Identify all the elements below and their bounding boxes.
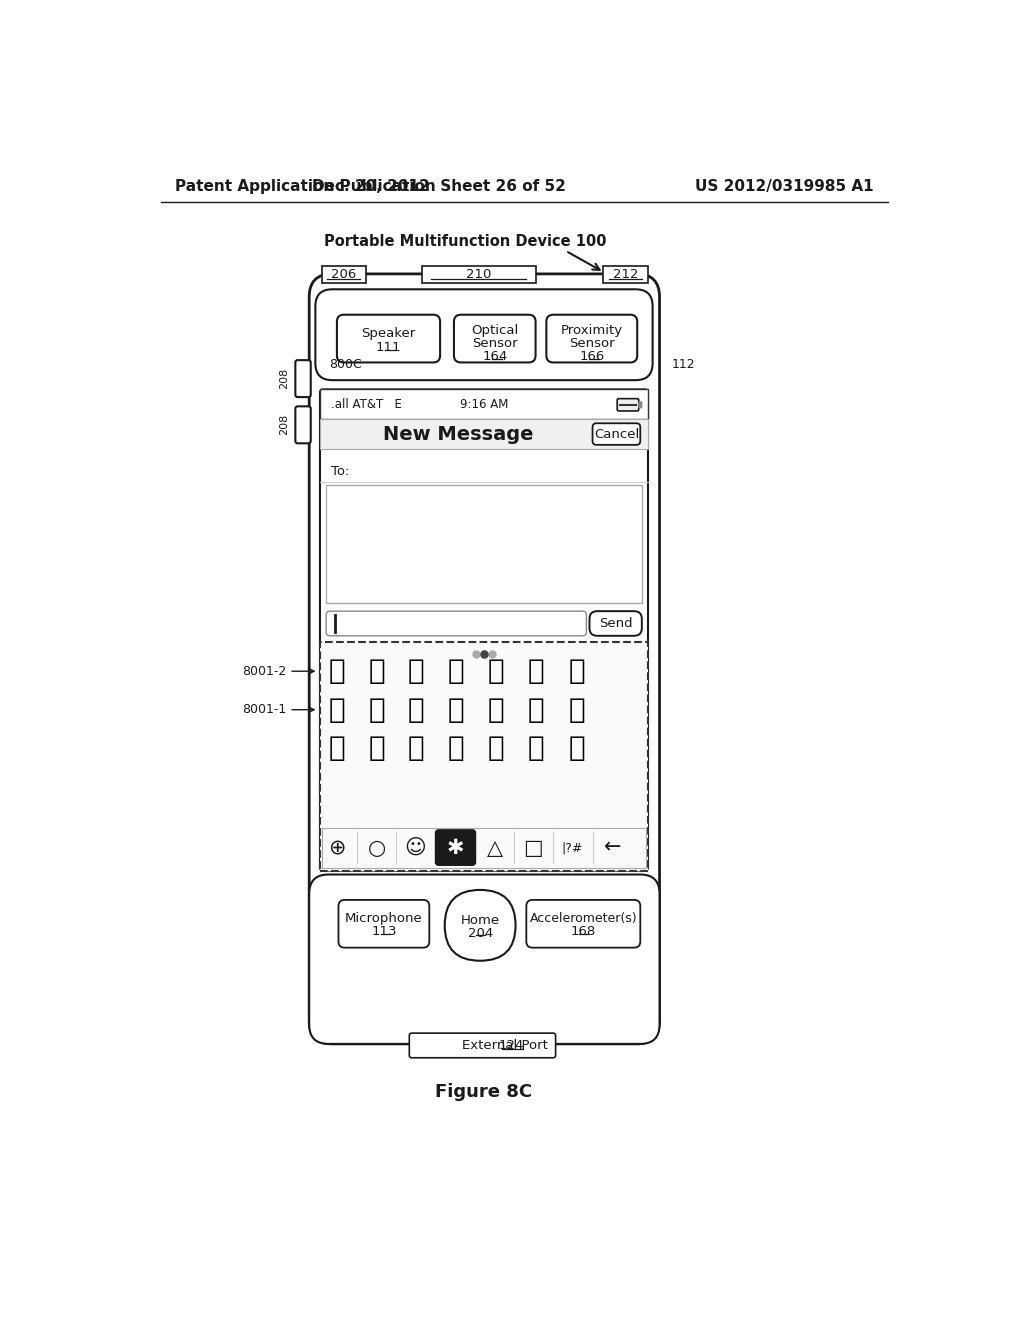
Text: △: △	[486, 838, 503, 858]
Text: 112: 112	[672, 358, 695, 371]
FancyBboxPatch shape	[326, 611, 587, 636]
Bar	[319, 389, 648, 418]
Text: 🐟: 🐟	[408, 734, 424, 762]
FancyBboxPatch shape	[337, 314, 440, 363]
Text: 🐒: 🐒	[329, 696, 345, 723]
Text: ⊕: ⊕	[328, 838, 346, 858]
FancyBboxPatch shape	[435, 830, 475, 866]
Text: □: □	[523, 838, 543, 858]
Text: Proximity: Proximity	[561, 325, 623, 338]
Text: Speaker: Speaker	[361, 327, 416, 341]
FancyBboxPatch shape	[526, 900, 640, 948]
Text: 208: 208	[280, 368, 290, 389]
FancyBboxPatch shape	[454, 314, 536, 363]
FancyBboxPatch shape	[295, 407, 310, 444]
FancyBboxPatch shape	[547, 314, 637, 363]
Text: 🌺: 🌺	[527, 734, 544, 762]
Text: 🐦: 🐦	[447, 696, 464, 723]
FancyBboxPatch shape	[315, 289, 652, 380]
Text: 164: 164	[482, 350, 508, 363]
Bar	[322, 828, 646, 867]
Text: .all AT&T   E: .all AT&T E	[331, 397, 401, 411]
Text: 🦀: 🦀	[527, 696, 544, 723]
Text: Accelerometer(s): Accelerometer(s)	[529, 912, 637, 925]
Text: 800C: 800C	[330, 358, 361, 371]
Text: 8001-1: 8001-1	[243, 704, 287, 717]
Bar	[319, 642, 648, 871]
Text: 111: 111	[376, 342, 401, 354]
Text: Send: Send	[599, 616, 633, 630]
Text: US 2012/0319985 A1: US 2012/0319985 A1	[695, 180, 873, 194]
Text: ☺: ☺	[404, 838, 426, 858]
Text: 🐍: 🐍	[329, 657, 345, 685]
Bar	[326, 484, 642, 603]
FancyBboxPatch shape	[295, 360, 310, 397]
Text: 🐙: 🐙	[569, 696, 586, 723]
Text: New Message: New Message	[383, 425, 534, 444]
Text: 🐠: 🐠	[487, 696, 504, 723]
Bar	[322, 267, 367, 284]
Text: Patent Application Publication: Patent Application Publication	[175, 180, 436, 194]
Text: 🐬: 🐬	[447, 734, 464, 762]
Text: 113: 113	[371, 925, 396, 939]
Text: ○: ○	[368, 838, 386, 858]
Text: 204: 204	[468, 927, 493, 940]
Text: 8001-2: 8001-2	[243, 665, 287, 677]
FancyBboxPatch shape	[309, 275, 659, 1044]
Text: Figure 8C: Figure 8C	[435, 1082, 532, 1101]
Text: External Port: External Port	[462, 1039, 548, 1052]
Text: 210: 210	[466, 268, 492, 281]
Text: 🐂: 🐂	[447, 657, 464, 685]
Bar	[603, 267, 648, 284]
Text: 212: 212	[613, 268, 638, 281]
Text: 168: 168	[570, 925, 596, 939]
Text: 🌷: 🌷	[569, 734, 586, 762]
FancyBboxPatch shape	[593, 424, 640, 445]
Bar	[422, 267, 536, 284]
Text: 🐪: 🐪	[487, 657, 504, 685]
Text: To:: To:	[331, 465, 349, 478]
Text: 🐟: 🐟	[408, 696, 424, 723]
Text: ✱: ✱	[446, 838, 464, 858]
FancyBboxPatch shape	[639, 401, 642, 408]
FancyBboxPatch shape	[309, 875, 659, 1044]
Text: 🌸: 🌸	[487, 734, 504, 762]
Text: Cancel: Cancel	[594, 428, 639, 441]
FancyArrowPatch shape	[292, 668, 314, 675]
Text: 🐡: 🐡	[369, 696, 385, 723]
FancyBboxPatch shape	[319, 389, 648, 871]
Bar	[319, 418, 648, 449]
Text: 🐠: 🐠	[329, 734, 345, 762]
Text: ←: ←	[604, 838, 622, 858]
Text: 🐴: 🐴	[408, 657, 424, 685]
FancyBboxPatch shape	[617, 399, 639, 411]
Text: Sensor: Sensor	[472, 337, 517, 350]
Text: Home: Home	[461, 915, 500, 927]
FancyBboxPatch shape	[339, 900, 429, 948]
Text: 166: 166	[580, 350, 604, 363]
FancyBboxPatch shape	[410, 1034, 556, 1057]
Text: Microphone: Microphone	[345, 912, 423, 925]
Text: 🐗: 🐗	[527, 657, 544, 685]
FancyArrowPatch shape	[292, 708, 314, 713]
Text: 🐨: 🐨	[369, 657, 385, 685]
Text: 🐡: 🐡	[369, 734, 385, 762]
Text: 208: 208	[280, 414, 290, 436]
Text: Dec. 20, 2012  Sheet 26 of 52: Dec. 20, 2012 Sheet 26 of 52	[311, 180, 565, 194]
Text: 206: 206	[331, 268, 356, 281]
Text: Sensor: Sensor	[569, 337, 614, 350]
FancyBboxPatch shape	[590, 611, 642, 636]
FancyArrowPatch shape	[568, 252, 600, 269]
Text: |?#: |?#	[562, 841, 584, 854]
Text: 🐘: 🐘	[569, 657, 586, 685]
Text: Portable Multifunction Device 100: Portable Multifunction Device 100	[325, 234, 607, 249]
Text: 9:16 AM: 9:16 AM	[460, 397, 508, 411]
Text: Optical: Optical	[471, 325, 518, 338]
FancyBboxPatch shape	[444, 890, 515, 961]
Text: 124: 124	[499, 1039, 523, 1052]
